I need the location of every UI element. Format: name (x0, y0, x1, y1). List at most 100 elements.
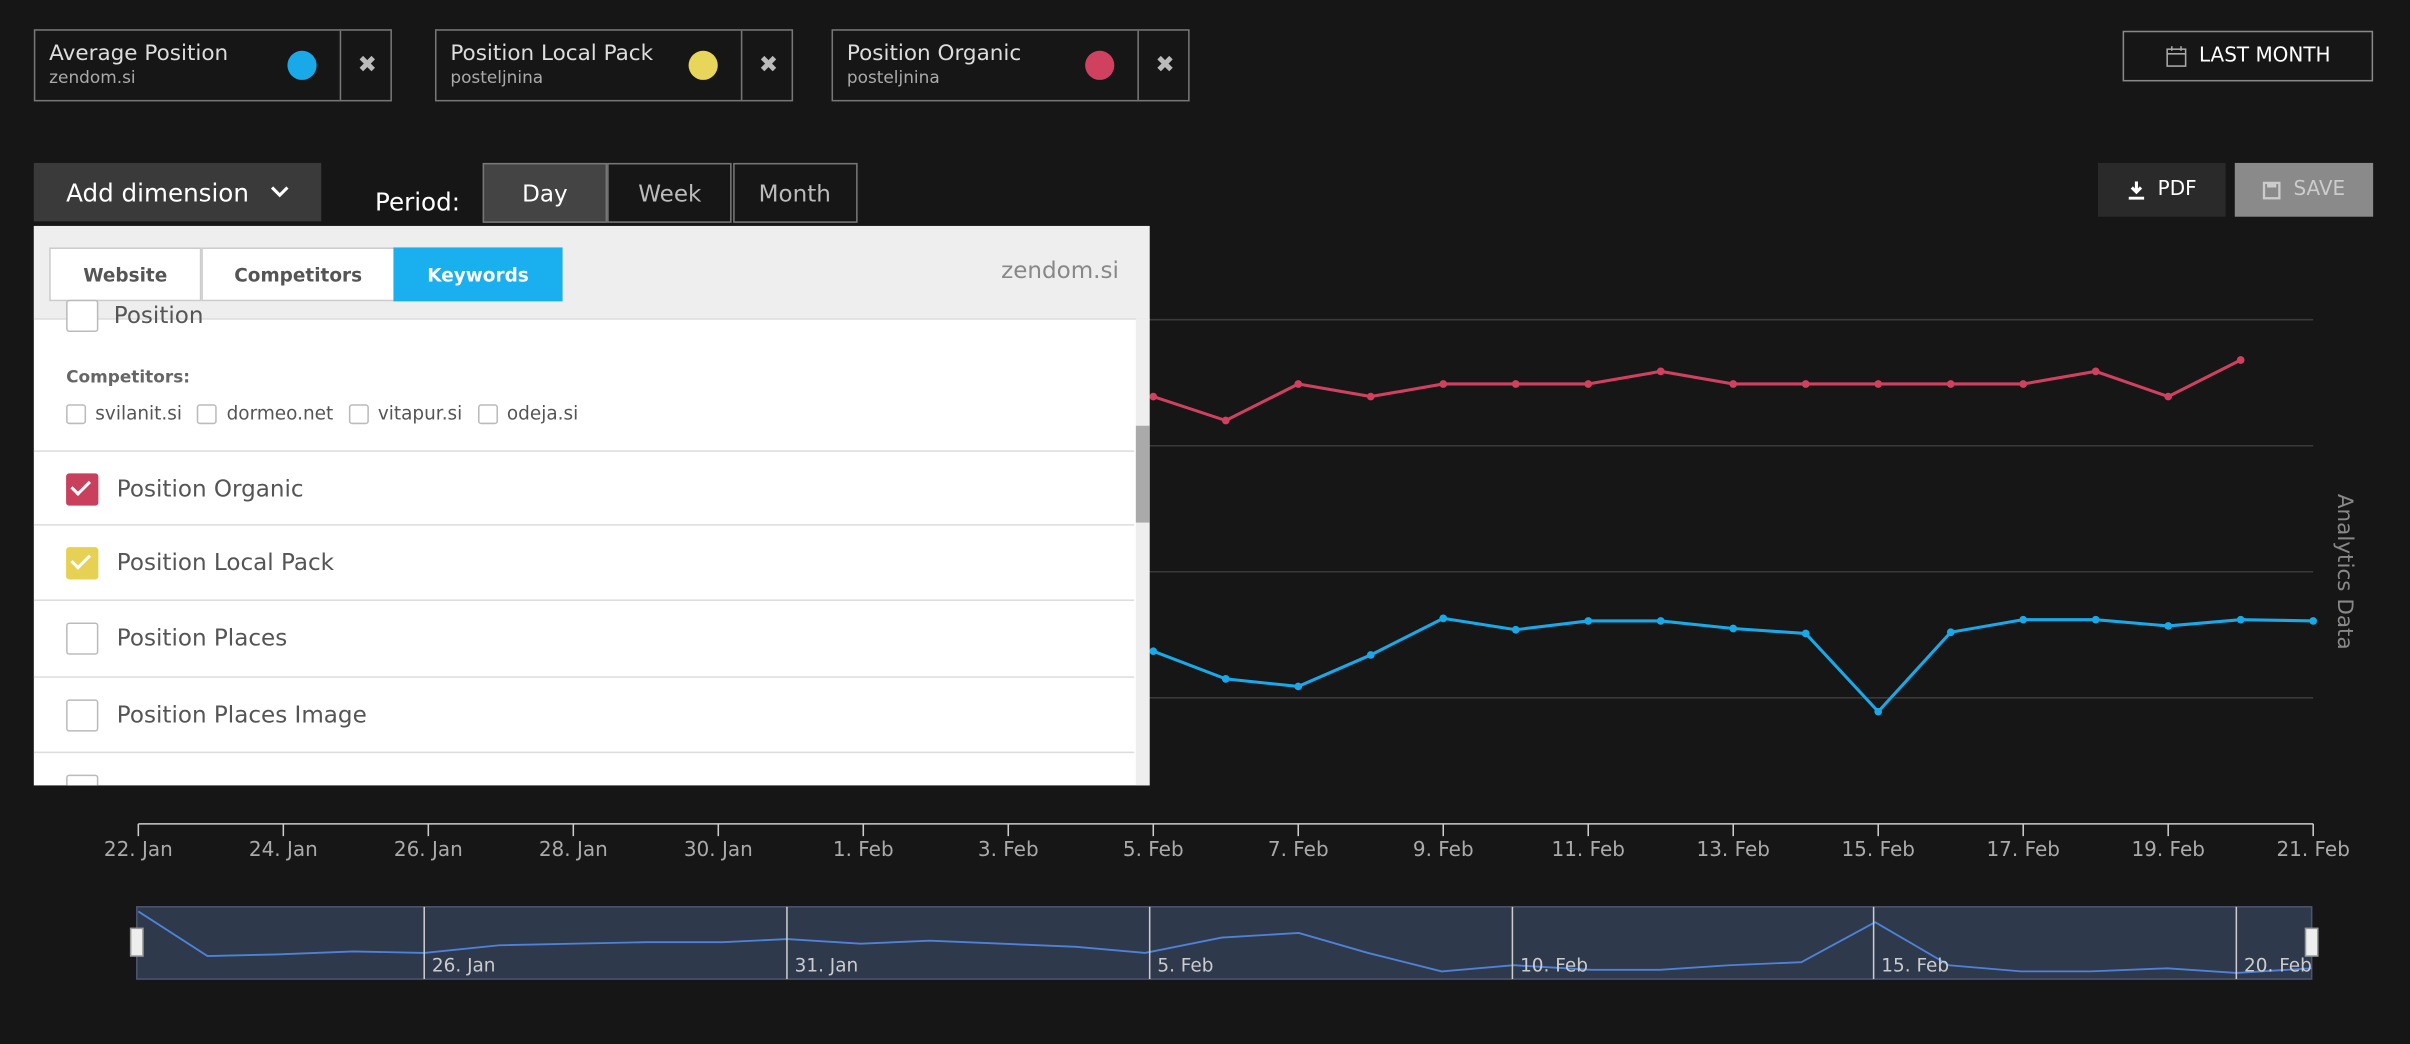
competitor-list: svilanit.si dormeo.net vitapur.si odeja.si (66, 403, 594, 425)
filter-chip: Position Local Pack posteljnina ✖ (434, 29, 795, 102)
partial-row-label: Position (113, 301, 204, 329)
series-point (1656, 367, 1665, 376)
pdf-label: PDF (2157, 178, 2197, 202)
chip-remove[interactable]: ✖ (339, 30, 394, 100)
competitor-option[interactable]: dormeo.net (197, 403, 333, 425)
navigator-label: 15. Feb (1881, 955, 1949, 976)
competitors-label: Competitors: (66, 367, 191, 388)
scrollbar (1135, 318, 1150, 786)
competitor-label: dormeo.net (226, 402, 334, 425)
x-tick-label: 1. Feb (833, 837, 894, 861)
x-tick-label: 17. Feb (1986, 837, 2059, 861)
x-tick-label: 21. Feb (2276, 837, 2349, 861)
dimension-row[interactable]: Position Places (33, 599, 1135, 674)
series-point (1149, 647, 1158, 656)
save-label: SAVE (2293, 178, 2346, 202)
panel-header: Website Competitors Keywords zendom.si (33, 225, 1150, 320)
navigator (136, 906, 2313, 980)
calendar-icon (2165, 45, 2186, 67)
dimension-row[interactable]: Position Local Pack (33, 524, 1135, 599)
series-point (1294, 380, 1303, 388)
competitor-label: svilanit.si (95, 402, 183, 425)
x-tick-label: 3. Feb (978, 837, 1039, 861)
x-tick-label: 28. Jan (539, 837, 608, 861)
x-tick-label: 26. Jan (394, 837, 463, 861)
x-tick-label: 15. Feb (1841, 837, 1914, 861)
filter-chip: Average Position zendom.si ✖ (33, 29, 394, 102)
period-button[interactable]: Week (607, 162, 733, 223)
x-tick-label: 24. Jan (249, 837, 318, 861)
checkbox (197, 404, 218, 425)
chip-site: zendom.si (49, 67, 136, 88)
date-range-button[interactable]: LAST MONTH (2122, 30, 2374, 82)
series-point (1439, 380, 1448, 388)
x-tick-label: 30. Jan (684, 837, 753, 861)
series-point (1946, 380, 1955, 388)
chip-remove[interactable]: ✖ (740, 30, 795, 100)
save-icon (2263, 180, 2281, 199)
series-point (1729, 380, 1738, 388)
series-point (1366, 392, 1375, 401)
period-button[interactable]: Day (482, 162, 608, 223)
download-icon (2128, 180, 2144, 200)
chip-color (688, 50, 718, 80)
series-point (1874, 707, 1883, 716)
series-point (2091, 367, 2100, 376)
dimension-panel: Website Competitors Keywords zendom.si Pos… (33, 225, 1150, 786)
series-point (1511, 625, 1520, 634)
series-point (1221, 416, 1230, 425)
x-tick-label: 11. Feb (1551, 837, 1624, 861)
navigator-label: 20. Feb (2244, 955, 2312, 976)
chip-color (287, 50, 317, 80)
period-button[interactable]: Month (732, 162, 858, 223)
series-point (2164, 622, 2173, 630)
scrollbar-thumb (1135, 425, 1150, 523)
navigator-handle[interactable] (129, 927, 144, 957)
series-point (1149, 392, 1158, 401)
chip-title: Position Organic (846, 41, 1022, 67)
competitor-option[interactable]: odeja.si (477, 403, 579, 425)
x-tick-label: 22. Jan (104, 837, 173, 861)
series-point (1511, 380, 1520, 388)
chip-site: posteljnina (450, 67, 544, 88)
checkbox (66, 404, 87, 425)
checkbox (66, 546, 99, 579)
series-point (2019, 615, 2028, 624)
chip-title: Average Position (49, 41, 229, 67)
competitor-option[interactable]: vitapur.si (348, 403, 463, 425)
row-label: Position Local Pack (116, 548, 335, 577)
series-point (1439, 614, 1448, 623)
navigator-handle[interactable] (2304, 927, 2319, 957)
chip-site: posteljnina (846, 67, 940, 88)
series-point (1801, 380, 1810, 388)
series-point (1874, 380, 1883, 388)
period-label: Period: (375, 187, 460, 217)
save-button[interactable]: SAVE (2234, 162, 2374, 217)
series-point (2091, 615, 2100, 624)
tab[interactable]: Competitors (201, 247, 396, 302)
y-axis-title: Analytics Data (2332, 494, 2357, 650)
add-dimension-button[interactable]: Add dimension (33, 162, 322, 222)
checkbox (66, 698, 99, 731)
pdf-button[interactable]: PDF (2098, 162, 2226, 217)
competitor-option[interactable]: svilanit.si (66, 403, 182, 425)
series-point (1221, 675, 1230, 683)
row-label: Position Organic (116, 474, 304, 503)
tab[interactable]: Website (49, 247, 202, 302)
navigator-label: 10. Feb (1520, 955, 1588, 976)
series-point (2236, 615, 2245, 624)
tab[interactable]: Keywords (393, 247, 563, 302)
series-point (2309, 617, 2318, 625)
dimension-row[interactable]: Position Organic (33, 450, 1135, 525)
navigator-label: 26. Jan (432, 955, 496, 976)
chip-remove[interactable]: ✖ (1137, 30, 1191, 100)
series-point (1946, 628, 1955, 637)
dimension-row[interactable]: Position Places Image (33, 676, 1135, 751)
checkbox (66, 472, 99, 505)
x-tick-label: 19. Feb (2131, 837, 2204, 861)
series-point (1656, 617, 1665, 625)
chip-title: Position Local Pack (450, 41, 654, 67)
series-point (2236, 356, 2245, 364)
series-point (2019, 380, 2028, 388)
